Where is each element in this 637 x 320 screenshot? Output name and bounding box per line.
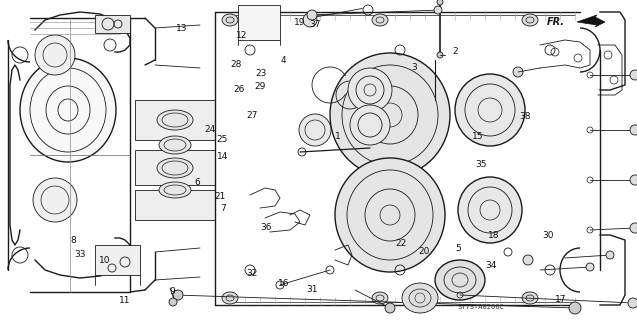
Ellipse shape	[628, 298, 637, 308]
Ellipse shape	[372, 14, 388, 26]
Ellipse shape	[522, 292, 538, 304]
Text: 1: 1	[334, 132, 341, 140]
Ellipse shape	[222, 14, 238, 26]
Text: 30: 30	[542, 231, 554, 240]
Ellipse shape	[402, 283, 438, 313]
Ellipse shape	[372, 292, 388, 304]
Ellipse shape	[586, 263, 594, 271]
Text: 3: 3	[411, 63, 417, 72]
Ellipse shape	[455, 74, 525, 146]
Ellipse shape	[523, 255, 533, 265]
Text: 19: 19	[294, 18, 305, 27]
Text: 17: 17	[555, 295, 566, 304]
Ellipse shape	[173, 290, 183, 300]
Ellipse shape	[385, 303, 395, 313]
Text: 28: 28	[230, 60, 241, 68]
Ellipse shape	[630, 125, 637, 135]
Ellipse shape	[169, 298, 177, 306]
Text: 20: 20	[418, 247, 429, 256]
Text: 10: 10	[99, 256, 111, 265]
Text: 9: 9	[169, 287, 175, 296]
Text: 11: 11	[118, 296, 130, 305]
Text: 23: 23	[255, 69, 267, 78]
Text: 22: 22	[396, 239, 407, 248]
Ellipse shape	[303, 13, 317, 27]
Ellipse shape	[350, 105, 390, 145]
Bar	[238, 5, 280, 40]
Ellipse shape	[434, 6, 442, 14]
Ellipse shape	[222, 292, 238, 304]
Text: ST7S-A0200C: ST7S-A0200C	[458, 304, 505, 310]
Text: 7: 7	[220, 204, 226, 212]
Ellipse shape	[630, 223, 637, 233]
Text: 24: 24	[204, 125, 216, 134]
Text: FR.: FR.	[547, 17, 565, 27]
Text: 37: 37	[310, 20, 321, 28]
Ellipse shape	[437, 0, 443, 5]
Bar	[135, 100, 215, 140]
Text: 32: 32	[246, 269, 257, 278]
Text: 6: 6	[194, 178, 201, 187]
Text: 38: 38	[520, 112, 531, 121]
Text: 29: 29	[254, 82, 266, 91]
Ellipse shape	[20, 58, 116, 162]
Text: 4: 4	[281, 56, 286, 65]
Text: 31: 31	[306, 285, 318, 294]
Text: 33: 33	[74, 250, 85, 259]
Ellipse shape	[569, 302, 581, 314]
Ellipse shape	[435, 260, 485, 300]
Text: 2: 2	[453, 47, 458, 56]
Ellipse shape	[606, 251, 614, 259]
Ellipse shape	[307, 10, 317, 20]
Ellipse shape	[33, 178, 77, 222]
Text: 27: 27	[246, 111, 257, 120]
Text: 5: 5	[455, 244, 462, 252]
Ellipse shape	[522, 14, 538, 26]
Ellipse shape	[630, 175, 637, 185]
Text: 12: 12	[236, 31, 248, 40]
Ellipse shape	[348, 68, 392, 112]
Bar	[135, 150, 215, 185]
Ellipse shape	[159, 182, 191, 198]
Bar	[95, 245, 140, 275]
Text: 26: 26	[233, 85, 245, 94]
Ellipse shape	[299, 114, 331, 146]
Text: 15: 15	[472, 132, 483, 140]
Text: 14: 14	[217, 152, 229, 161]
Text: 16: 16	[278, 279, 289, 288]
Text: 36: 36	[261, 223, 272, 232]
Text: 21: 21	[214, 192, 225, 201]
Ellipse shape	[330, 53, 450, 177]
Text: 25: 25	[216, 135, 227, 144]
Ellipse shape	[513, 67, 523, 77]
Polygon shape	[577, 15, 605, 27]
Text: 35: 35	[475, 160, 487, 169]
Ellipse shape	[630, 70, 637, 80]
Bar	[135, 190, 215, 220]
Text: 13: 13	[176, 24, 187, 33]
Text: 8: 8	[70, 236, 76, 244]
Ellipse shape	[437, 52, 443, 58]
Ellipse shape	[458, 177, 522, 243]
Ellipse shape	[335, 158, 445, 272]
Bar	[95, 15, 130, 33]
Text: 18: 18	[488, 231, 499, 240]
Ellipse shape	[157, 158, 193, 178]
Ellipse shape	[35, 35, 75, 75]
Ellipse shape	[157, 110, 193, 130]
Text: 34: 34	[485, 261, 496, 270]
Ellipse shape	[159, 136, 191, 154]
